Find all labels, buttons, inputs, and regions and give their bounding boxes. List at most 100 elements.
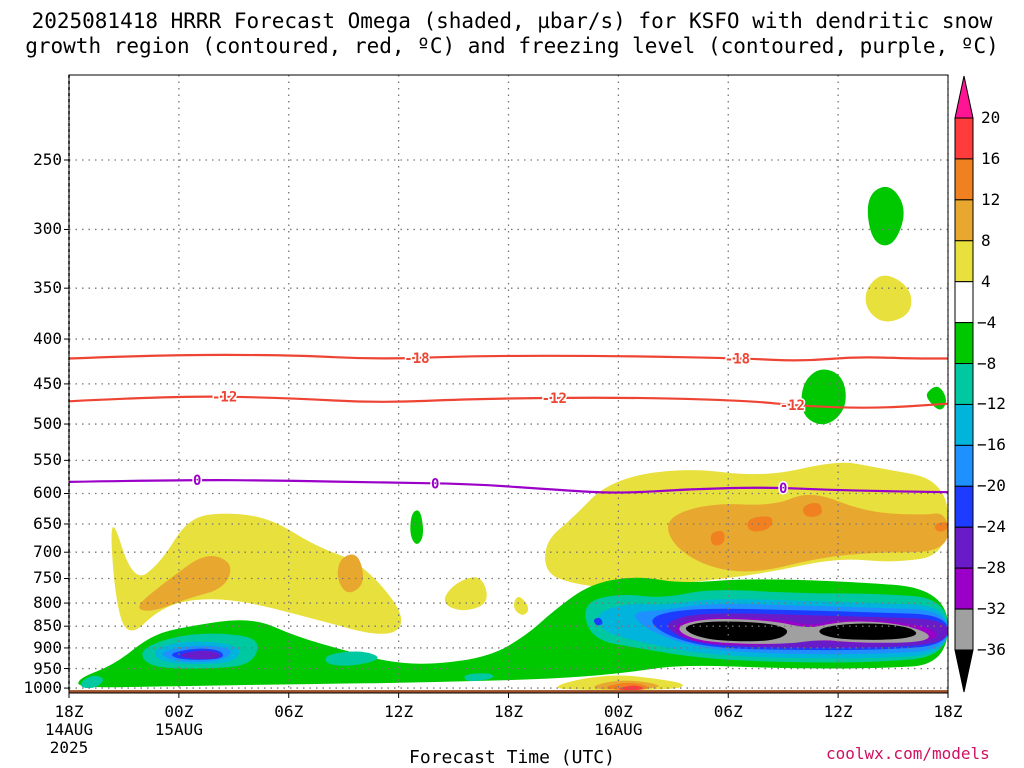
omega-region-34 [819, 623, 917, 640]
temperature-contours: -18 -18 -12 -12 -12 0 0 0 [69, 349, 948, 498]
contour-label-1-2: -12 [780, 398, 805, 414]
omega-region-15 [801, 369, 846, 425]
colorbar [954, 75, 974, 693]
y-tick-label-550: 550 [33, 450, 62, 470]
contour-line-1 [69, 395, 948, 409]
y-tick-label-400: 400 [33, 329, 62, 349]
omega-region-2 [514, 597, 529, 615]
omega-region-18 [80, 675, 103, 689]
chart-title-line-2: growth region (contoured, red, ºC) and f… [25, 34, 999, 58]
ground-strip [69, 690, 948, 693]
omega-region-38 [619, 685, 644, 690]
colorbar-label-8: −16 [977, 435, 1006, 455]
omega-region-8 [747, 516, 773, 532]
contour-label-2-0: 0 [193, 473, 201, 489]
contour-label-1-1: -12 [542, 391, 567, 407]
x-tick-label-6-0: 00Z [164, 702, 194, 721]
contour-label-1-0: -12 [212, 390, 237, 406]
colorbar-seg-4 [954, 281, 974, 324]
omega-region-20 [464, 673, 494, 682]
y-tick-label-950: 950 [33, 658, 62, 678]
colorbar-label-10: −24 [977, 517, 1006, 537]
x-tick-label-30-0: 00Z [603, 702, 633, 721]
colorbar-seg-8 [954, 444, 974, 487]
colorbar-seg-7 [954, 403, 974, 446]
colorbar-seg-1 [954, 158, 974, 201]
colorbar-label-13: −36 [977, 640, 1006, 659]
contour-label-2-2: 0 [779, 481, 787, 497]
y-tick-label-250: 250 [33, 150, 62, 169]
omega-region-1 [444, 577, 487, 611]
y-tick-label-600: 600 [33, 483, 62, 503]
x-tick-label-48-0: 18Z [933, 702, 963, 721]
x-axis-title: Forecast Time (UTC) [409, 747, 615, 768]
colorbar-label-12: −32 [977, 599, 1006, 619]
y-tick-label-750: 750 [33, 568, 62, 588]
contour-label-0-0: -18 [404, 351, 429, 367]
colorbar-seg-0 [954, 117, 974, 160]
omega-region-29 [180, 650, 221, 660]
y-tick-label-850: 850 [33, 616, 62, 636]
y-tick-label-700: 700 [33, 542, 62, 562]
colorbar-label-2: 12 [981, 189, 1001, 209]
x-tick-label-42-0: 12Z [823, 702, 853, 721]
omega-region-5 [139, 556, 231, 611]
omega-shading [78, 186, 948, 690]
colorbar-label-11: −28 [977, 558, 1006, 578]
plot-frame [64, 74, 949, 698]
x-tick-label-30-1: 16AUG [594, 720, 643, 739]
y-tick-label-500: 500 [33, 414, 62, 434]
omega-region-4 [865, 275, 912, 322]
omega-region-27 [593, 617, 603, 626]
x-tick-label-12-0: 06Z [274, 702, 304, 721]
credit-link[interactable]: coolwx.com/models [826, 744, 990, 763]
colorbar-seg-2 [954, 199, 974, 242]
omega-region-16 [926, 386, 946, 410]
omega-region-14 [867, 186, 904, 246]
omega-region-9 [710, 530, 725, 546]
x-tick-label-24-0: 18Z [494, 702, 523, 721]
colorbar-label-4: 4 [981, 271, 991, 291]
omega-region-6 [337, 554, 364, 593]
y-tick-label-900: 900 [33, 637, 62, 657]
y-tick-label-450: 450 [33, 373, 62, 393]
x-tick-label-6-1: 15AUG [154, 720, 203, 739]
y-tick-label-800: 800 [33, 593, 62, 613]
chart-title-line-1: 2025081418 HRRR Forecast Omega (shaded, … [31, 9, 993, 33]
y-tick-label-350: 350 [33, 278, 62, 298]
contour-line-0 [69, 353, 948, 362]
colorbar-seg-11 [954, 567, 974, 610]
omega-region-10 [803, 502, 822, 517]
colorbar-seg-12 [954, 608, 974, 651]
colorbar-label-1: 16 [981, 148, 1001, 168]
contour-line-2 [69, 479, 948, 494]
contour-label-2-1: 0 [431, 476, 439, 492]
colorbar-label-5: −4 [977, 312, 997, 332]
omega-region-13 [410, 510, 424, 544]
omega-region-11 [934, 522, 948, 532]
colorbar-label-3: 8 [981, 230, 991, 250]
omega-region-33 [685, 621, 788, 642]
colorbar-seg-10 [954, 526, 974, 569]
colorbar-label-7: −12 [977, 394, 1006, 414]
colorbar-seg-9 [954, 485, 974, 528]
ground [69, 690, 948, 693]
omega-region-19 [325, 651, 378, 666]
y-tick-label-1000: 1000 [23, 678, 62, 698]
colorbar-label-9: −20 [977, 476, 1006, 496]
contour-label-0-1: -18 [725, 351, 750, 367]
x-tick-label-18-0: 12Z [384, 702, 414, 721]
colorbar-seg-3 [954, 240, 974, 283]
x-tick-label-0-1: 14AUG [44, 720, 94, 739]
x-tick-label-0-2: 2025 [49, 738, 89, 757]
colorbar-label-0: 20 [981, 108, 1001, 127]
x-tick-label-36-0: 06Z [713, 702, 743, 721]
colorbar-seg-6 [954, 363, 974, 405]
omega-region-7 [667, 494, 948, 572]
y-tick-label-650: 650 [33, 513, 62, 533]
omega-region-0 [111, 513, 402, 634]
colorbar-seg-5 [954, 322, 974, 365]
colorbar-label-6: −8 [977, 353, 997, 373]
